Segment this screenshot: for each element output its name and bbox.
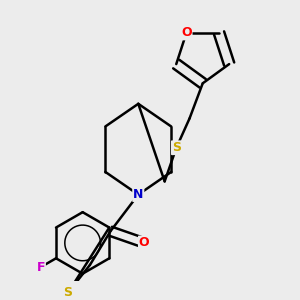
Text: S: S [64, 286, 73, 299]
Text: O: O [139, 236, 149, 249]
Text: N: N [133, 188, 143, 201]
Text: S: S [172, 141, 181, 154]
Text: O: O [181, 26, 192, 40]
Text: F: F [37, 261, 45, 274]
